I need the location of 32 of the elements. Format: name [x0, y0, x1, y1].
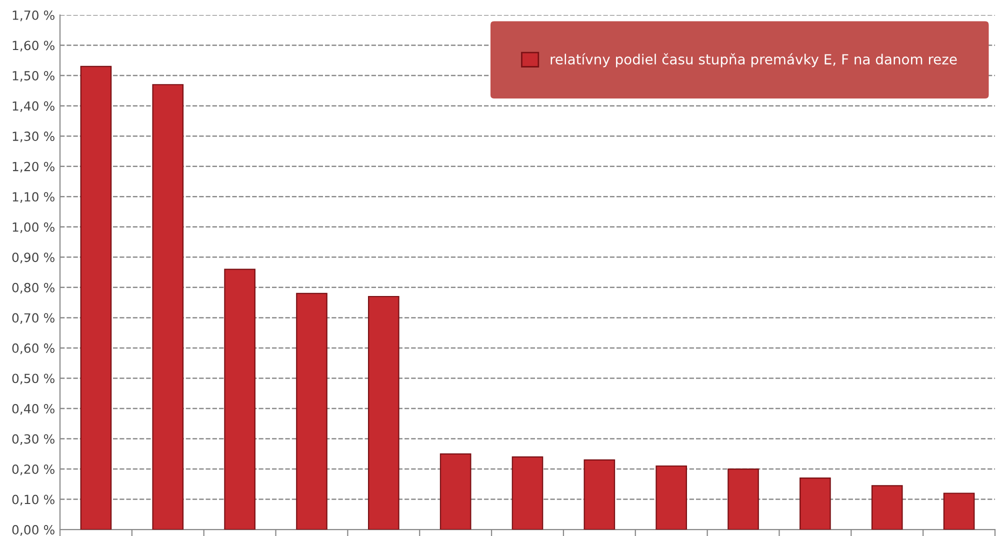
y-tick-label: 1,70 % [12, 10, 54, 22]
bar [656, 465, 688, 530]
bar [871, 485, 903, 530]
legend-label: relatívny podiel času stupňa premávky E, F na danom reze [550, 53, 957, 68]
bar [296, 292, 328, 530]
bar [512, 456, 544, 530]
y-tick-label: 1,50 % [12, 71, 54, 82]
bar [80, 66, 112, 530]
bar [800, 478, 831, 530]
y-tick-label: 0,70 % [12, 313, 54, 324]
bar [224, 268, 256, 530]
bar [368, 296, 400, 530]
bar [440, 453, 472, 530]
y-tick-label: 1,20 % [12, 162, 54, 173]
y-tick-label: 0,80 % [12, 282, 54, 294]
y-tick-label: 0,10 % [12, 494, 54, 506]
y-tick-label: 0,60 % [12, 343, 54, 354]
bar [943, 492, 975, 530]
y-tick-label: 1,10 % [12, 192, 54, 203]
y-tick-label: 0,40 % [12, 404, 54, 415]
y-tick-label: 0,50 % [12, 374, 54, 384]
bar [584, 459, 616, 530]
y-tick-label: 0,00 % [12, 525, 54, 536]
bar [728, 468, 759, 530]
y-tick-label: 0,90 % [12, 252, 54, 264]
y-tick-label: 0,30 % [12, 434, 54, 445]
y-tick-label: 1,00 % [12, 222, 54, 234]
y-tick-label: 1,60 % [12, 40, 54, 52]
bar [152, 84, 184, 530]
y-tick-label: 0,20 % [12, 464, 54, 476]
y-tick-label: 1,30 % [12, 132, 54, 142]
y-tick-label: 1,40 % [12, 101, 54, 112]
